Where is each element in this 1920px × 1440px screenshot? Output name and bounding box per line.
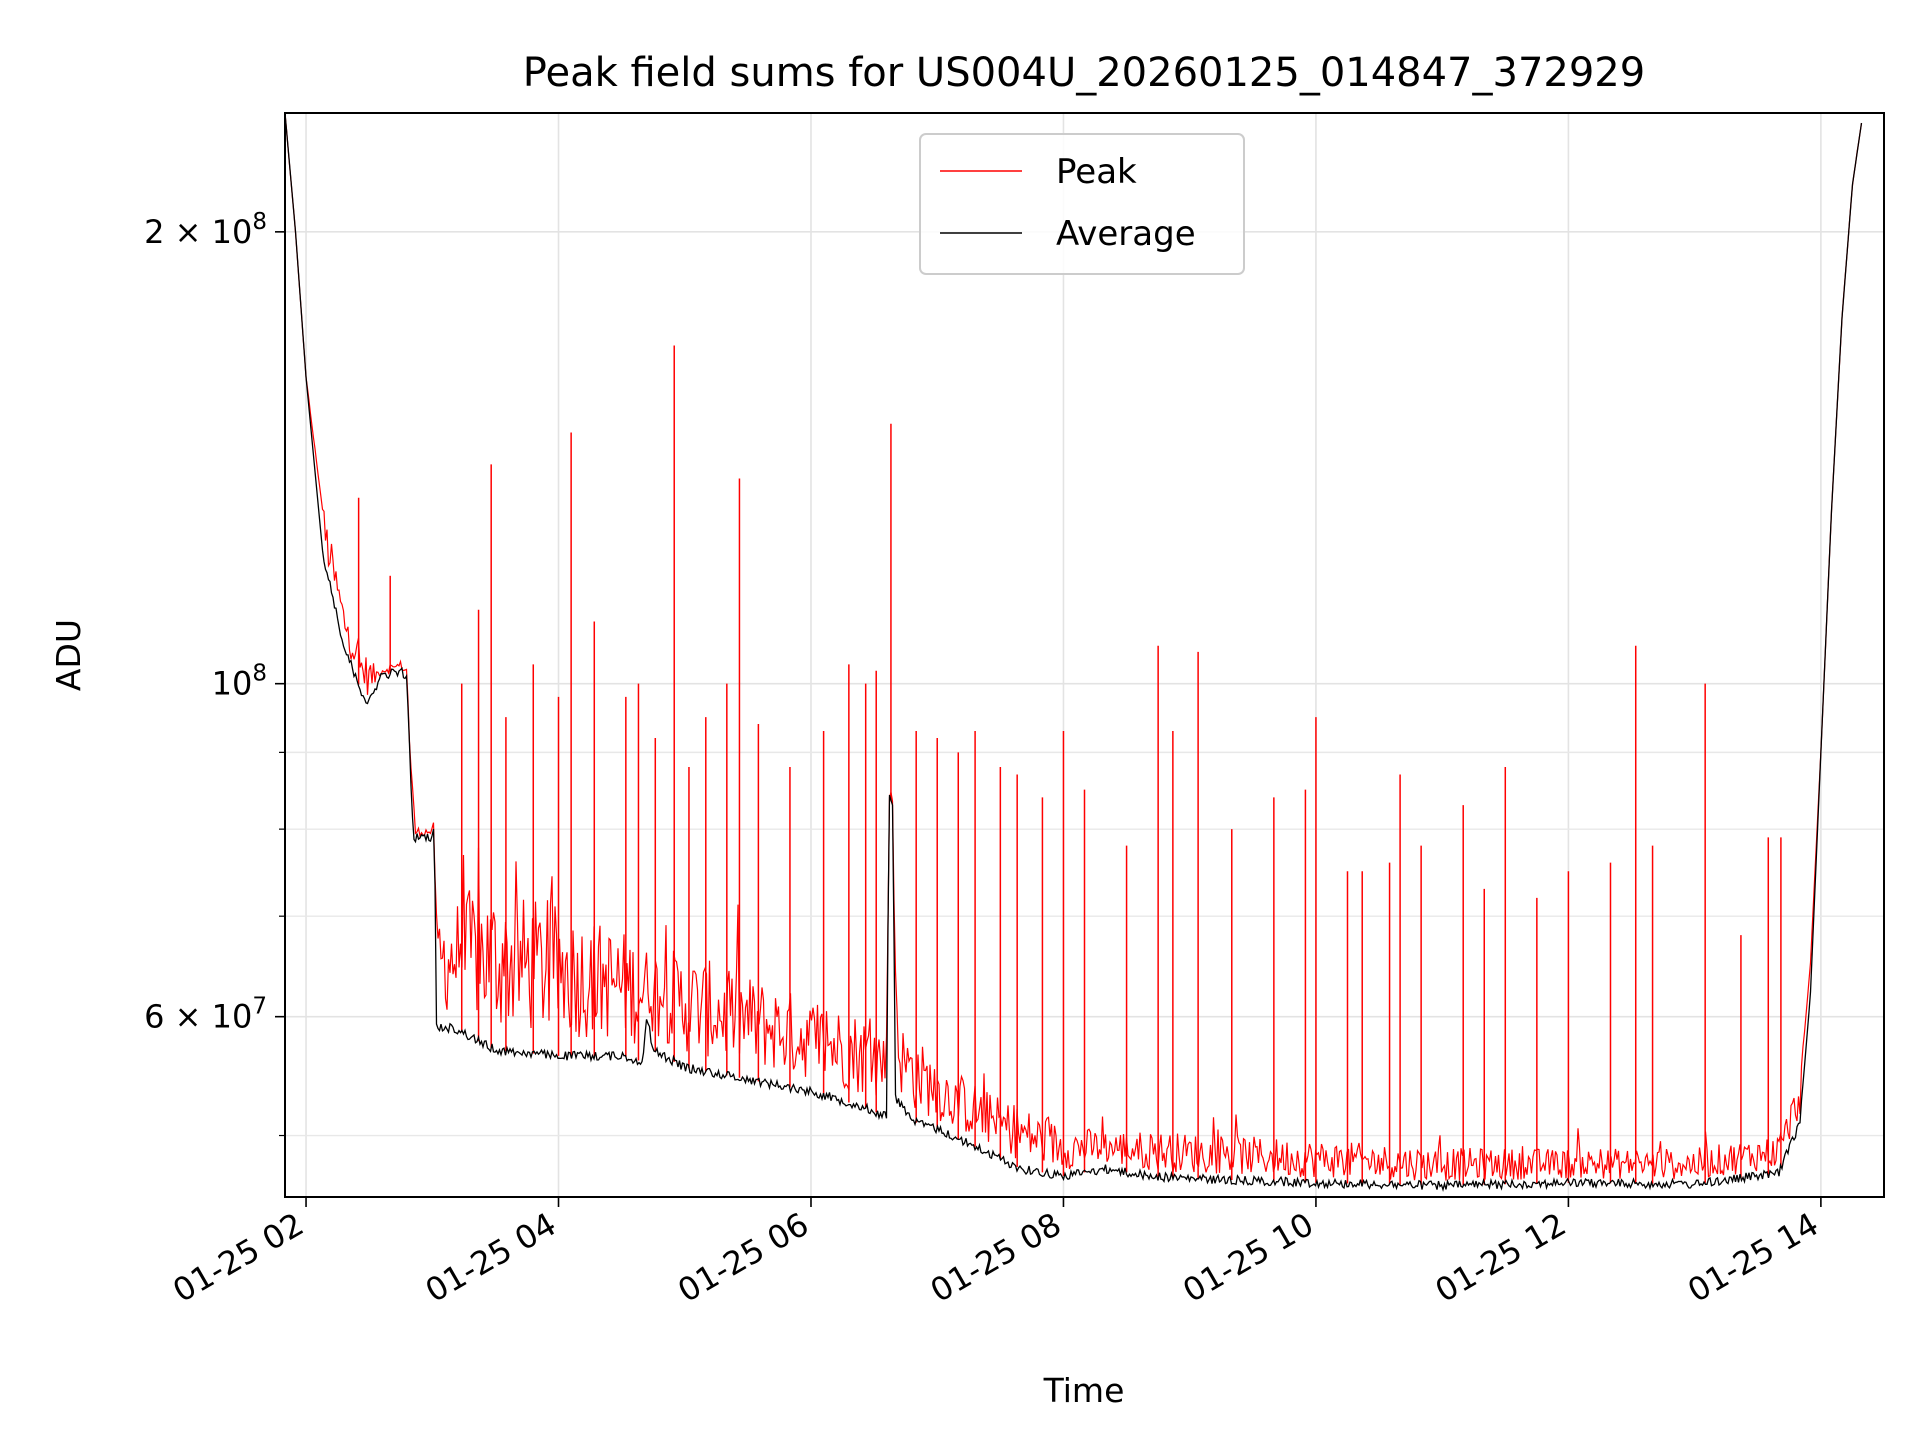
chart-title: Peak field sums for US004U_20260125_0148…: [523, 50, 1645, 96]
y-axis-label: ADU: [49, 619, 88, 691]
series-layer: [285, 113, 1863, 1192]
legend-label-average: Average: [1056, 214, 1196, 254]
plot-frame: [284, 112, 1885, 1198]
y-tick-base: 10: [212, 665, 253, 703]
y-tick-exponent: 8: [252, 209, 267, 235]
legend-label-peak: Peak: [1056, 152, 1137, 192]
y-tick-label: 108: [212, 661, 267, 703]
legend: Peak Average: [919, 133, 1245, 275]
series-line-peak: [285, 113, 1863, 1181]
y-tick-exponent: 8: [252, 661, 267, 687]
legend-box: [919, 133, 1245, 275]
x-axis-label: Time: [1043, 1371, 1125, 1410]
y-tick-base: 6 × 10: [144, 998, 252, 1036]
y-tick-base: 2 × 10: [144, 213, 252, 251]
y-tick-label: 6 × 107: [144, 994, 267, 1036]
series-line-average: [285, 113, 1863, 1192]
y-tick-exponent: 7: [252, 994, 267, 1020]
y-tick-label: 2 × 108: [144, 209, 267, 251]
spikes-peak: [357, 345, 1782, 1186]
